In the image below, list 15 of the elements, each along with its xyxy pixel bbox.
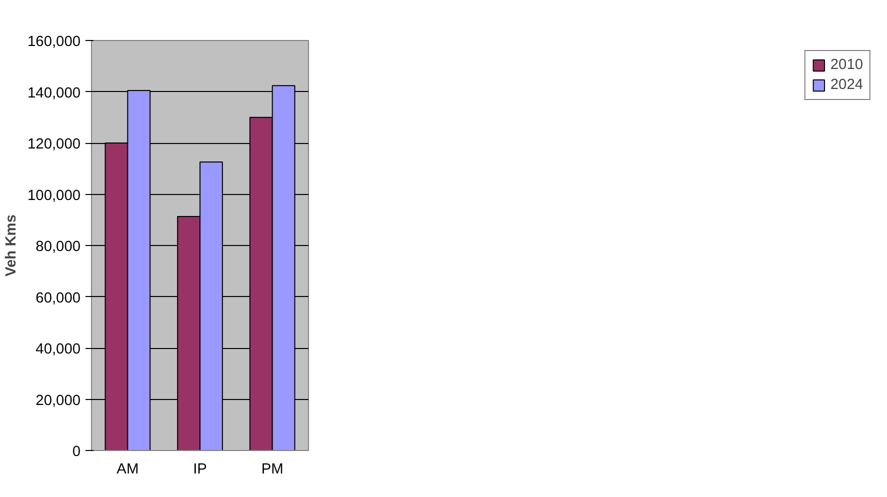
y-tick-label: 20,000: [36, 392, 80, 409]
x-tick-label: AM: [116, 462, 139, 478]
y-tick-label: 60,000: [36, 290, 80, 306]
y-axis-title: Veh Kms: [4, 214, 20, 276]
x-tick-label: PM: [261, 462, 284, 478]
y-tick-label: 80,000: [36, 239, 80, 255]
y-tick-label: 140,000: [28, 85, 81, 102]
y-tick-label: 120,000: [28, 136, 81, 152]
y-tick-label: 40,000: [36, 342, 80, 358]
x-tick-label: IP: [193, 462, 207, 478]
y-tick-label: 160,000: [28, 34, 81, 50]
y-tick-label: 0: [72, 444, 81, 460]
y-tick-label: 100,000: [28, 188, 81, 204]
legend-label: 2024: [830, 77, 863, 93]
legend-label: 2010: [830, 57, 863, 73]
